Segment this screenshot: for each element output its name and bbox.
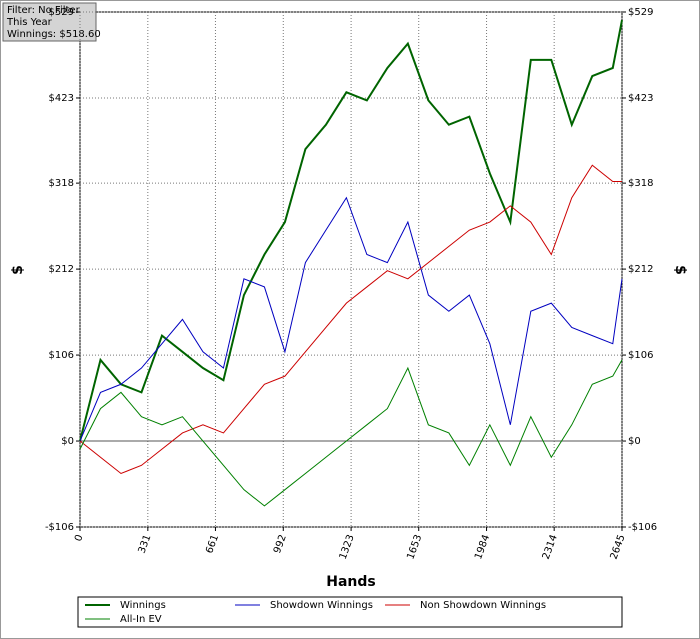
y2-tick-label: $318 — [628, 178, 653, 189]
y-axis-label: $ — [10, 265, 26, 275]
series-line — [79, 359, 623, 507]
y-tick-label: $0 — [61, 436, 74, 447]
info-text: Winnings: $518.60 — [7, 29, 101, 40]
x-tick-label: 0 — [73, 533, 86, 543]
legend-label: All-In EV — [120, 614, 162, 625]
y2-tick-label: $529 — [628, 7, 653, 18]
y2-axis-label: $ — [672, 265, 688, 275]
y2-tick-label: $106 — [628, 350, 653, 361]
legend-label: Non Showdown Winnings — [420, 600, 546, 611]
x-axis-label: Hands — [326, 574, 376, 590]
legend — [77, 596, 623, 628]
y-tick-label: -$106 — [45, 522, 74, 533]
info-text: This Year — [6, 17, 53, 28]
y2-tick-label: $212 — [628, 264, 653, 275]
legend-label: Showdown Winnings — [270, 600, 373, 611]
y-tick-label: $106 — [49, 350, 74, 361]
y-tick-label: $318 — [49, 178, 74, 189]
series-line — [79, 196, 623, 442]
info-text: Filter: No Filter — [7, 5, 81, 16]
series-line — [79, 19, 623, 442]
y-tick-label: $423 — [49, 93, 74, 104]
y-tick-label: $529 — [49, 7, 74, 18]
y-tick-label: $212 — [49, 264, 74, 275]
legend-label: Winnings — [120, 600, 166, 611]
y2-tick-label: -$106 — [628, 522, 657, 533]
series-line — [79, 164, 622, 475]
y2-tick-label: $0 — [628, 436, 641, 447]
y2-tick-label: $423 — [628, 93, 653, 104]
